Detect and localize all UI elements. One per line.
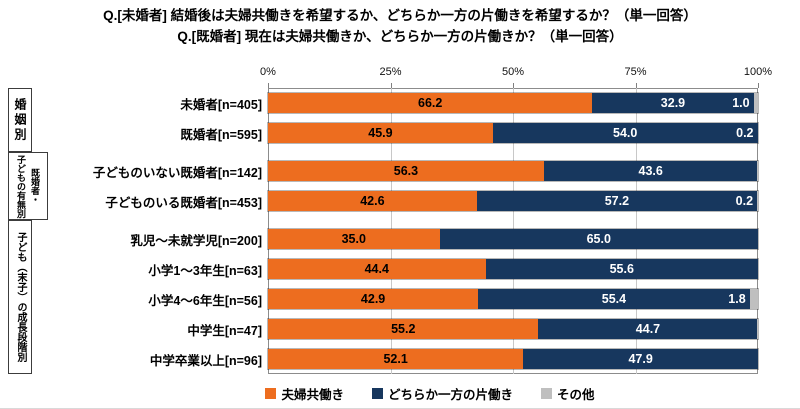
bar-row: 55.2 44.7: [267, 318, 759, 340]
value-label: 45.9: [368, 126, 393, 140]
bar-segment-dual-income: 35.0: [268, 229, 440, 249]
value-label: 42.6: [360, 194, 385, 208]
category-label: 乳児～未就学児[n=200]: [130, 233, 262, 248]
bar-segment-single-income: 57.2: [476, 191, 757, 211]
bar-segment-dual-income: 52.1: [268, 349, 524, 369]
legend-label: どちらか一方の片働き: [387, 388, 513, 402]
value-label: 55.4: [601, 292, 627, 306]
bar-segment-dual-income: 55.2: [268, 319, 539, 339]
value-label: 42.9: [360, 292, 386, 306]
axis-tick-mark: [635, 83, 637, 88]
bar-segment-dual-income: 66.2: [268, 93, 593, 113]
value-label: 57.2: [604, 194, 630, 208]
category-label: 中学卒業以上[n=96]: [149, 353, 262, 368]
chart-title-line2: Q.[既婚者] 現在は夫婦共働きか、どちらか一方の片働きか？（単一回答）: [177, 29, 623, 44]
legend-swatch: [371, 388, 383, 399]
value-label: 52.1: [383, 352, 408, 366]
chart-legend: 夫婦共働き どちらか一方の片働き その他: [30, 384, 800, 403]
axis-tick-label: 0%: [260, 66, 276, 78]
axis-tick-mark: [513, 83, 514, 88]
legend-swatch: [541, 388, 552, 399]
axis-tick-label: 25%: [379, 66, 402, 78]
bar-row: 42.9 55.4 1.8: [267, 288, 759, 310]
value-label: 65.0: [586, 232, 611, 246]
axis-tick-label: 50%: [501, 66, 525, 78]
value-label: 54.0: [613, 126, 638, 140]
chart-title-line1: Q.[未婚者] 結婚後は夫婦共働きを希望するか、どちらか一方の片働きを希望するか…: [103, 8, 697, 23]
bar-segment-dual-income: 56.3: [268, 161, 544, 181]
bar-row: 42.6 57.2 0.2: [267, 190, 759, 212]
bar-row: 45.9 54.0 0.2: [267, 122, 759, 144]
value-label: 66.2: [418, 96, 443, 110]
bar-segment-other: [749, 289, 758, 309]
group-label-0: 婚姻別: [8, 88, 32, 152]
legend-item-2: その他: [541, 384, 595, 403]
legend-item-0: 夫婦共働き: [265, 384, 344, 403]
bar-row: 44.4 55.6: [267, 258, 759, 280]
legend-swatch: [265, 388, 277, 399]
bar-segment-dual-income: 45.9: [268, 123, 493, 143]
value-label: 44.7: [635, 322, 661, 336]
bar-segment-single-income: 55.4: [478, 289, 750, 309]
bar-segment-single-income: 65.0: [439, 229, 758, 249]
axis-tick-mark: [268, 83, 269, 88]
value-label: 44.4: [364, 262, 389, 276]
axis-tick-label: 100%: [743, 66, 773, 78]
legend-item-1: どちらか一方の片働き: [371, 384, 513, 403]
value-label: 32.9: [660, 96, 686, 110]
value-label-other: 1.0: [732, 96, 750, 110]
axis-tick-mark: [390, 83, 392, 88]
axis-tick-label: 75%: [624, 66, 647, 78]
category-label: 子どものいる既婚者[n=453]: [105, 195, 262, 210]
bar-segment-other: [753, 93, 758, 113]
value-label: 55.2: [391, 322, 416, 336]
bar-segment-single-income: 55.6: [485, 259, 758, 279]
bar-segment-single-income: 32.9: [592, 93, 754, 113]
bar-segment-single-income: 54.0: [492, 123, 758, 143]
value-label: 35.0: [341, 232, 366, 246]
value-label-other: 0.2: [735, 194, 754, 208]
bar-segment-single-income: 44.7: [538, 319, 758, 339]
bar-segment-single-income: 47.9: [523, 349, 758, 369]
category-label: 小学4～6年生[n=56]: [148, 293, 262, 308]
bar-row: 52.1 47.9: [267, 348, 759, 370]
value-label-other: 0.2: [736, 126, 754, 140]
axis-tick-mark: [758, 83, 759, 88]
value-label: 56.3: [393, 164, 419, 178]
category-label: 小学1～3年生[n=63]: [148, 263, 262, 278]
bar-row: 35.0 65.0: [267, 228, 759, 250]
group-label-1: 既婚者・ 子どもの有無別: [8, 152, 48, 220]
category-label: 未婚者[n=405]: [180, 97, 262, 112]
value-label: 55.6: [609, 262, 634, 276]
group-label-2: 子ども（末子）の成長段階別: [8, 220, 32, 374]
legend-label: 夫婦共働き: [281, 388, 344, 402]
bar-segment-dual-income: 42.9: [268, 289, 479, 309]
legend-label: その他: [557, 388, 595, 402]
category-label: 子どものいない既婚者[n=142]: [92, 165, 262, 180]
category-label: 既婚者[n=595]: [180, 127, 262, 142]
bar-segment-dual-income: 44.4: [268, 259, 486, 279]
bar-row: 56.3 43.6: [267, 160, 759, 182]
value-label: 47.9: [628, 352, 653, 366]
chart-title: Q.[未婚者] 結婚後は夫婦共働きを希望するか、どちらか一方の片働きを希望するか…: [0, 5, 800, 47]
bar-segment-single-income: 43.6: [543, 161, 758, 181]
bar-segment-other: [757, 191, 758, 211]
bar-row: 66.2 32.9 1.0: [267, 92, 759, 114]
value-label: 43.6: [638, 164, 663, 178]
category-label: 中学生[n=47]: [187, 323, 262, 338]
value-label-other: 1.8: [728, 292, 746, 306]
bar-segment-dual-income: 42.6: [268, 191, 477, 211]
